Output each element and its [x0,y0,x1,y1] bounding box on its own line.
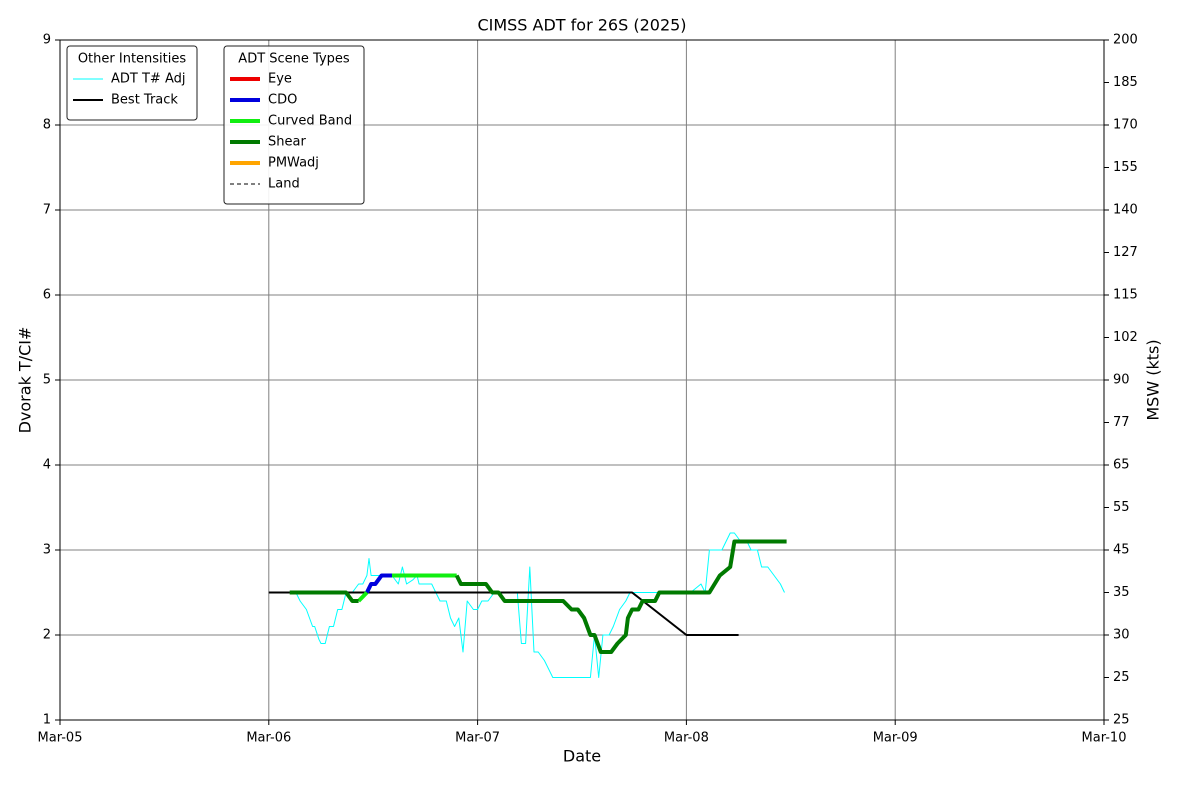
y-tick-label: 2 [43,628,51,643]
legend-label: PMWadj [268,156,319,171]
y-tick-label: 8 [43,118,51,133]
x-tick-label: Mar-07 [455,731,500,746]
x-tick-label: Mar-05 [38,731,83,746]
y2-tick-label: 155 [1113,160,1138,175]
legend-label: Eye [268,72,292,87]
y-tick-label: 4 [43,458,51,473]
y2-tick-label: 35 [1113,585,1130,600]
y2-axis-label: MSW (kts) [1144,339,1163,420]
y2-tick-label: 55 [1113,500,1130,515]
y2-tick-label: 185 [1113,75,1138,90]
y2-tick-label: 90 [1113,373,1130,388]
legend-label: ADT T# Adj [111,72,185,87]
legend-label: CDO [268,93,297,108]
y2-tick-label: 25 [1113,713,1130,728]
data-line [357,573,457,603]
x-tick-label: Mar-08 [664,731,709,746]
y2-tick-label: 45 [1113,543,1130,558]
y2-tick-label: 127 [1113,245,1138,260]
y-axis-label: Dvorak T/CI# [16,327,35,434]
y2-tick-label: 115 [1113,288,1138,303]
y-tick-label: 1 [43,713,51,728]
y-tick-label: 9 [43,33,51,48]
y2-tick-label: 140 [1113,203,1138,218]
y2-tick-label: 30 [1113,628,1130,643]
x-axis-label: Date [563,747,601,766]
y-tick-label: 3 [43,543,51,558]
y2-tick-label: 77 [1113,415,1130,430]
y2-tick-label: 170 [1113,118,1138,133]
y-tick-label: 5 [43,373,51,388]
legend-label: Land [268,177,300,192]
y-tick-label: 6 [43,288,51,303]
legend-title: ADT Scene Types [238,52,350,67]
y2-tick-label: 25 [1113,670,1130,685]
legend-label: Curved Band [268,114,352,129]
legend-label: Best Track [111,93,178,108]
y-tick-label: 7 [43,203,51,218]
x-tick-label: Mar-09 [873,731,918,746]
plot-frame [59,39,1105,721]
legend-label: Shear [268,135,306,150]
y2-tick-label: 200 [1113,33,1138,48]
x-tick-label: Mar-06 [246,731,291,746]
y2-tick-label: 102 [1113,330,1138,345]
data-line [268,591,739,636]
legend-title: Other Intensities [78,52,187,67]
data-line [365,573,392,594]
x-tick-label: Mar-10 [1082,731,1127,746]
data-line [289,539,787,654]
data-line [289,532,785,678]
y2-tick-label: 65 [1113,458,1130,473]
legend-box [66,45,198,121]
chart-title: CIMSS ADT for 26S (2025) [477,16,686,35]
